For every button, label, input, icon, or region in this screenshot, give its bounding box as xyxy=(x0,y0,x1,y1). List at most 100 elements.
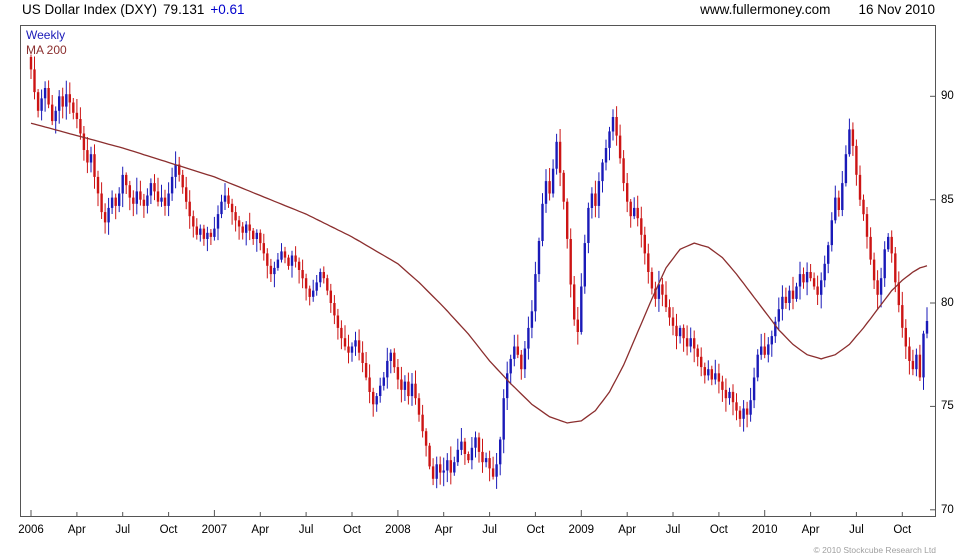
candle-body xyxy=(872,259,876,281)
candle-body xyxy=(227,195,230,204)
candle-body xyxy=(199,228,202,235)
candle-body xyxy=(185,187,188,202)
copyright-notice: © 2010 Stockcube Research Ltd xyxy=(813,545,936,555)
candle-body xyxy=(897,282,900,306)
x-axis-label: Apr xyxy=(618,524,637,536)
candle-body xyxy=(230,203,234,213)
x-axis-label: 2010 xyxy=(751,524,778,536)
candle-body xyxy=(689,338,692,347)
candle-body xyxy=(375,396,378,405)
candle-body xyxy=(36,92,40,111)
candle-body xyxy=(453,462,456,473)
candle-body xyxy=(544,181,548,204)
candle-body xyxy=(901,305,904,328)
candle-body xyxy=(481,451,484,463)
candle-body xyxy=(315,282,318,291)
candle-body xyxy=(855,145,858,175)
candle-body xyxy=(407,381,410,397)
candle-body xyxy=(883,249,886,279)
candle-body xyxy=(784,296,788,303)
candle-body xyxy=(368,377,371,392)
candle-body xyxy=(245,224,248,233)
x-axis-label: Oct xyxy=(893,524,912,536)
candle-body xyxy=(396,367,400,380)
candle-body xyxy=(749,400,752,415)
x-axis-label: 2006 xyxy=(18,524,44,536)
x-axis-label: Apr xyxy=(67,524,86,536)
y-axis-label: 90 xyxy=(941,90,954,103)
candle-body xyxy=(312,290,315,297)
candle-body xyxy=(502,398,505,440)
candle-body xyxy=(693,338,696,349)
candle-body xyxy=(301,270,304,279)
price-plot xyxy=(29,54,935,516)
candle-body xyxy=(149,183,153,196)
x-axis-label: Jul xyxy=(298,524,314,536)
candle-body xyxy=(93,154,96,177)
candle-body xyxy=(908,346,911,361)
candle-body xyxy=(47,88,50,105)
candle-body xyxy=(858,174,862,200)
candle-body xyxy=(830,220,833,246)
date-label: 16 Nov 2010 xyxy=(858,2,935,17)
price-chart-area: Weekly MA 200 xyxy=(20,25,936,517)
candle-body xyxy=(142,199,146,206)
candle-body xyxy=(491,468,495,477)
candle-body xyxy=(192,216,195,227)
candle-body xyxy=(33,69,36,93)
candle-body xyxy=(347,346,350,353)
candle-body xyxy=(326,278,329,291)
candle-body xyxy=(287,257,290,266)
x-axis-label: 2009 xyxy=(568,524,595,536)
candle-body xyxy=(894,253,897,283)
candle-body xyxy=(294,255,297,262)
candle-body xyxy=(252,230,255,239)
candle-body xyxy=(118,193,121,206)
candle-body xyxy=(100,193,103,213)
candle-body xyxy=(386,360,389,378)
candle-body xyxy=(410,383,414,397)
candle-body xyxy=(777,309,780,322)
candle-body xyxy=(499,439,502,465)
candle-body xyxy=(75,112,79,119)
candle-body xyxy=(791,290,795,299)
candle-body xyxy=(125,174,128,186)
candle-body xyxy=(456,449,459,463)
candle-body xyxy=(548,181,551,194)
candle-body xyxy=(248,224,251,231)
candle-body xyxy=(255,232,258,239)
candle-body xyxy=(382,377,385,386)
candle-body xyxy=(869,236,872,260)
x-axis-label: 2008 xyxy=(385,524,411,536)
candle-body xyxy=(89,154,93,163)
candle-body xyxy=(587,207,590,243)
candle-body xyxy=(276,259,280,268)
candle-body xyxy=(904,327,907,347)
candle-body xyxy=(696,348,699,357)
candle-body xyxy=(530,311,534,328)
candle-body xyxy=(710,369,713,380)
candle-body xyxy=(837,197,840,210)
candle-body xyxy=(354,340,357,347)
candle-body xyxy=(439,464,442,473)
candle-body xyxy=(280,251,283,260)
instrument-title: US Dollar Index (DXY) 79.131 +0.61 xyxy=(22,2,245,17)
chart-legend: Weekly MA 200 xyxy=(26,28,67,58)
candle-body xyxy=(685,338,689,347)
candle-body xyxy=(714,373,717,380)
candle-body xyxy=(823,263,826,281)
candle-body xyxy=(107,207,110,223)
candle-body xyxy=(876,280,879,295)
candle-body xyxy=(350,346,354,353)
candle-body xyxy=(594,193,597,206)
candle-body xyxy=(844,154,848,184)
candle-body xyxy=(820,280,823,295)
y-axis-label: 80 xyxy=(941,297,954,310)
candle-body xyxy=(763,346,766,355)
candle-body xyxy=(527,327,530,349)
candle-body xyxy=(79,119,82,134)
candle-body xyxy=(802,274,805,283)
candle-body xyxy=(202,228,206,239)
candle-body xyxy=(54,110,57,122)
candle-body xyxy=(809,272,812,279)
